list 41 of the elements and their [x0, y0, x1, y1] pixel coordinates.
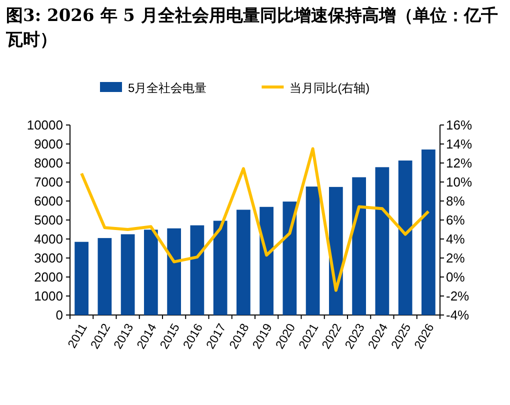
y2-tick-label: 10%: [446, 174, 472, 190]
bar: [422, 150, 436, 315]
y-tick-label: 8000: [34, 156, 63, 170]
legend-label: 5月全社会电量: [128, 81, 207, 95]
y2-tick-label: -4%: [446, 308, 470, 322]
bar: [282, 202, 297, 315]
bar: [144, 230, 158, 315]
bar: [213, 220, 228, 315]
bar: [375, 167, 390, 315]
bar: [260, 206, 274, 315]
y2-tick-label: 2%: [446, 250, 466, 266]
chart-title: 图3: 2026 年 5 月全社会用电量同比增速保持高增（单位：亿千瓦时）: [6, 5, 499, 52]
line-series: [80, 147, 430, 292]
legend-label: 当月同比(右轴): [290, 81, 370, 95]
bar: [236, 210, 250, 315]
bar: [167, 228, 181, 315]
y-tick-label: 0: [56, 308, 63, 322]
y2-tick-label: 14%: [446, 136, 472, 152]
y-tick-label: 7000: [34, 174, 63, 190]
y2-tick-label: 0%: [446, 270, 466, 284]
bar: [74, 242, 88, 315]
y-tick-label: 2000: [34, 270, 63, 284]
y-tick-label: 9000: [34, 136, 63, 152]
bar: [190, 225, 204, 315]
y-tick-label: 4000: [34, 232, 63, 246]
bar: [120, 234, 135, 315]
y-tick-label: 1000: [34, 288, 63, 304]
y-tick-label: 5000: [34, 212, 63, 228]
y2-tick-label: 6%: [446, 212, 466, 228]
y2-tick-label: 4%: [446, 232, 466, 246]
bar: [306, 186, 320, 315]
y2-tick-label: 16%: [446, 118, 472, 132]
y-tick-label: 3000: [34, 250, 63, 266]
y2-tick-label: -2%: [446, 288, 470, 304]
y-tick-label: 6000: [34, 194, 63, 208]
bar: [98, 238, 112, 315]
y2-tick-label: 12%: [446, 156, 472, 170]
y-tick-label: 10000: [26, 118, 63, 132]
y2-tick-label: 8%: [446, 194, 466, 208]
bar: [398, 160, 412, 315]
bar: [352, 177, 366, 315]
